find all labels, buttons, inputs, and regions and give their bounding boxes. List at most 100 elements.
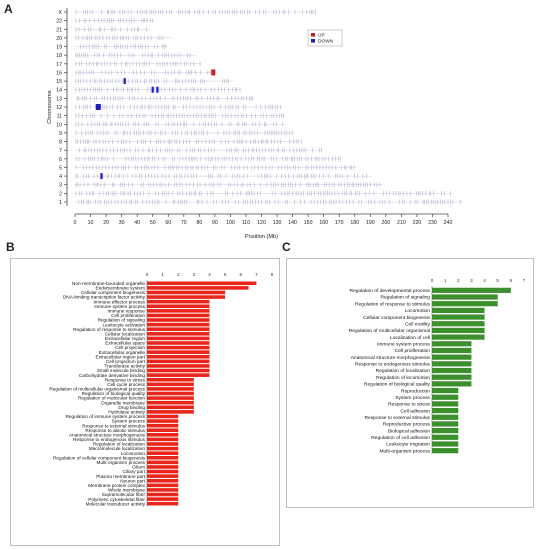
- bar: [432, 321, 485, 327]
- bar: [147, 419, 179, 423]
- x-tick-label: 6: [510, 278, 513, 283]
- category-label: Regulation of multicellular organismal p…: [49, 387, 145, 392]
- x-tick-label: 3: [193, 272, 196, 277]
- panel-label-b: B: [6, 240, 15, 254]
- bar: [147, 373, 210, 377]
- category-label: Regulation of localization: [93, 442, 146, 447]
- y-tick-label: 12: [56, 105, 62, 111]
- bar: [147, 382, 194, 387]
- bar: [147, 400, 194, 405]
- x-tick-label: 2: [457, 278, 460, 283]
- bar: [147, 433, 179, 437]
- category-label: Response to stress: [105, 377, 146, 382]
- bar: [432, 441, 459, 447]
- gene-density-ticks: [75, 52, 191, 58]
- bar: [147, 492, 179, 497]
- x-tick-label: 50: [150, 220, 156, 226]
- y-tick-label: 14: [56, 88, 62, 94]
- gene-density-ticks: [75, 165, 355, 170]
- bar: [432, 407, 459, 414]
- category-label: Cellular localization: [105, 331, 146, 336]
- x-tick-label: 7: [255, 272, 258, 277]
- category-label: Leukocyte activation: [103, 322, 146, 327]
- category-label: Regulation of developmental process: [350, 288, 431, 294]
- bar: [147, 446, 179, 451]
- category-label: Regulation of biological quality: [364, 382, 431, 388]
- gene-density-ticks: [75, 173, 367, 179]
- x-tick-label: 190: [366, 220, 375, 226]
- gene-density-ticks: [75, 190, 451, 196]
- bar: [432, 314, 485, 320]
- dysregulated-gene-marker: [211, 69, 216, 76]
- bar: [432, 347, 472, 354]
- category-label: Regulation of response to stimulus: [73, 327, 146, 332]
- x-tick-label: 70: [181, 220, 187, 226]
- y-tick-label: 5: [59, 165, 62, 171]
- gene-density-ticks: [78, 199, 461, 205]
- category-label: Whole membrane: [108, 488, 145, 493]
- panel-label-c: C: [282, 240, 291, 254]
- y-tick-label: 21: [56, 27, 62, 33]
- x-tick-label: 200: [382, 220, 391, 226]
- bar: [147, 290, 226, 295]
- legend-box: [307, 29, 343, 47]
- bar: [432, 448, 459, 454]
- category-label: Response to endogenous stimulus: [355, 362, 431, 368]
- gene-density-ticks: [75, 156, 341, 162]
- category-label: Localization of cell: [390, 335, 430, 341]
- bar: [147, 286, 249, 290]
- y-tick-label: 22: [56, 19, 62, 25]
- y-tick-label: X: [59, 10, 63, 16]
- category-label: Multi-organism process: [379, 448, 430, 454]
- category-label: Membrane protein complex: [88, 483, 145, 488]
- gene-density-ticks: [75, 104, 281, 110]
- category-label: Regulation of cellular component biogene…: [53, 455, 146, 460]
- x-tick-label: 6: [239, 272, 242, 277]
- category-label: Small molecule binding: [97, 368, 146, 373]
- category-label: Cellular component biogenesis: [81, 290, 146, 295]
- panel-c-box: 0 1 2 3 4 5 6 7 Regulation of developmental proc…: [286, 258, 534, 508]
- gene-density-ticks: [75, 78, 229, 84]
- x-tick-label: 4: [208, 272, 211, 277]
- x-tick-label: 80: [196, 220, 202, 226]
- dysregulated-gene-marker: [156, 86, 159, 93]
- bar: [147, 368, 210, 373]
- category-label: Response to external stimulus: [82, 423, 145, 428]
- x-tick-label: 160: [319, 220, 328, 226]
- x-tick-label: 30: [119, 220, 125, 226]
- bar: [147, 322, 210, 327]
- category-label: Ciliary part: [123, 469, 146, 474]
- bar: [147, 497, 179, 501]
- x-tick-label: 3: [470, 278, 473, 283]
- category-label: Immune system process: [377, 341, 431, 347]
- category-label: Cell projection: [115, 345, 145, 350]
- legend-swatch: [311, 39, 315, 43]
- x-tick-label: 0: [431, 278, 434, 283]
- y-tick-label: 15: [56, 79, 62, 85]
- bar: [147, 410, 194, 414]
- category-label: Carbohydrate derivative binding: [79, 373, 146, 378]
- bar: [147, 281, 257, 286]
- category-label: Cell proliferation: [395, 348, 431, 354]
- category-label: Reproductive process: [383, 422, 431, 428]
- bar: [147, 327, 210, 332]
- category-label: Hydrolase activity: [108, 410, 145, 415]
- x-tick-label: 60: [165, 220, 171, 226]
- y-tick-label: 4: [59, 174, 62, 180]
- x-axis-label: Position (Mb): [245, 234, 278, 240]
- dysregulated-gene-marker: [95, 104, 101, 110]
- category-label: System process: [395, 395, 430, 401]
- bar: [432, 334, 485, 340]
- x-tick-label: 7: [523, 278, 526, 283]
- category-label: Locomotion: [405, 308, 431, 314]
- y-tick-label: 2: [59, 191, 62, 197]
- bar: [432, 374, 472, 380]
- category-label: Regulation of localization: [376, 368, 431, 374]
- category-label: Cell motility: [405, 321, 431, 327]
- category-label: Extracellular space: [105, 341, 145, 346]
- category-label: Response to external stimulus: [364, 415, 430, 421]
- gene-density-ticks: [75, 113, 284, 119]
- dysregulated-gene-marker: [151, 86, 154, 93]
- x-tick-label: 40: [134, 220, 140, 226]
